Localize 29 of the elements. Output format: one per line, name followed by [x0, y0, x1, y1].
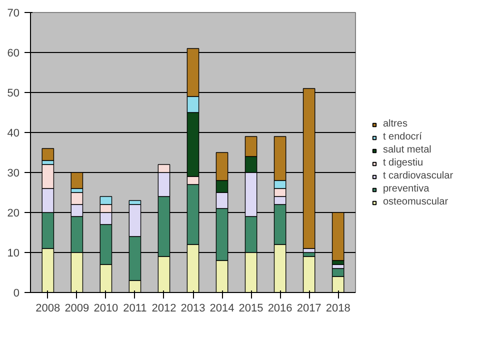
y-tick-label: 0 — [13, 288, 20, 300]
x-tick-label: 2008 — [36, 302, 60, 314]
legend-label: altres — [383, 118, 408, 130]
bar — [302, 88, 316, 249]
y-tick-label: 50 — [7, 88, 20, 100]
legend-label: t endocrí — [383, 132, 422, 142]
y-tick-label: 20 — [7, 208, 20, 220]
x-tick-label: 2013 — [180, 302, 206, 314]
legend-label: t cardiovascular — [383, 170, 454, 182]
y-tick-label: 10 — [7, 248, 20, 260]
legend-label: t digestiu — [383, 158, 424, 168]
x-tick-label: 2009 — [64, 302, 90, 314]
x-tick-label: 2018 — [326, 302, 350, 314]
y-tick-label: 60 — [7, 48, 20, 60]
y-tick-label: 40 — [7, 128, 20, 140]
y-tick-label: 30 — [7, 168, 20, 180]
x-tick-label: 2015 — [238, 302, 264, 314]
bar — [70, 172, 84, 189]
x-tick-label: 2017 — [296, 302, 322, 314]
x-tick-label: 2011 — [123, 302, 147, 314]
legend-label: osteomuscular — [383, 196, 448, 208]
legend-label: salut metal — [383, 144, 432, 156]
x-tick-label: 2010 — [94, 302, 118, 314]
x-tick-label: 2016 — [268, 302, 292, 314]
legend-label: preventiva — [383, 184, 430, 194]
y-tick-label: 70 — [7, 8, 20, 20]
bar — [42, 148, 54, 161]
x-tick-label: 2012 — [152, 302, 176, 314]
x-tick-label: 2014 — [210, 302, 234, 314]
